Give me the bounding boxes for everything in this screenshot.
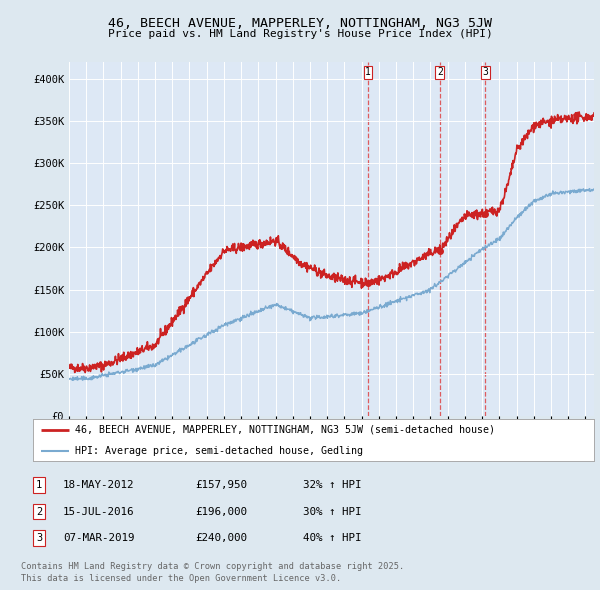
Text: 2: 2 [36,507,42,516]
Text: 3: 3 [36,533,42,543]
Text: 40% ↑ HPI: 40% ↑ HPI [303,533,361,543]
Text: This data is licensed under the Open Government Licence v3.0.: This data is licensed under the Open Gov… [21,574,341,583]
Text: 46, BEECH AVENUE, MAPPERLEY, NOTTINGHAM, NG3 5JW: 46, BEECH AVENUE, MAPPERLEY, NOTTINGHAM,… [108,17,492,30]
Text: 1: 1 [36,480,42,490]
Text: £196,000: £196,000 [195,507,247,516]
Text: £240,000: £240,000 [195,533,247,543]
Text: 07-MAR-2019: 07-MAR-2019 [63,533,134,543]
Text: 18-MAY-2012: 18-MAY-2012 [63,480,134,490]
Text: Price paid vs. HM Land Registry's House Price Index (HPI): Price paid vs. HM Land Registry's House … [107,29,493,39]
Text: £157,950: £157,950 [195,480,247,490]
Text: 30% ↑ HPI: 30% ↑ HPI [303,507,361,516]
Text: 32% ↑ HPI: 32% ↑ HPI [303,480,361,490]
Text: 3: 3 [482,67,488,77]
Text: Contains HM Land Registry data © Crown copyright and database right 2025.: Contains HM Land Registry data © Crown c… [21,562,404,571]
Text: HPI: Average price, semi-detached house, Gedling: HPI: Average price, semi-detached house,… [75,446,363,455]
Text: 1: 1 [365,67,371,77]
Text: 15-JUL-2016: 15-JUL-2016 [63,507,134,516]
Text: 46, BEECH AVENUE, MAPPERLEY, NOTTINGHAM, NG3 5JW (semi-detached house): 46, BEECH AVENUE, MAPPERLEY, NOTTINGHAM,… [75,425,495,434]
Text: 2: 2 [437,67,443,77]
